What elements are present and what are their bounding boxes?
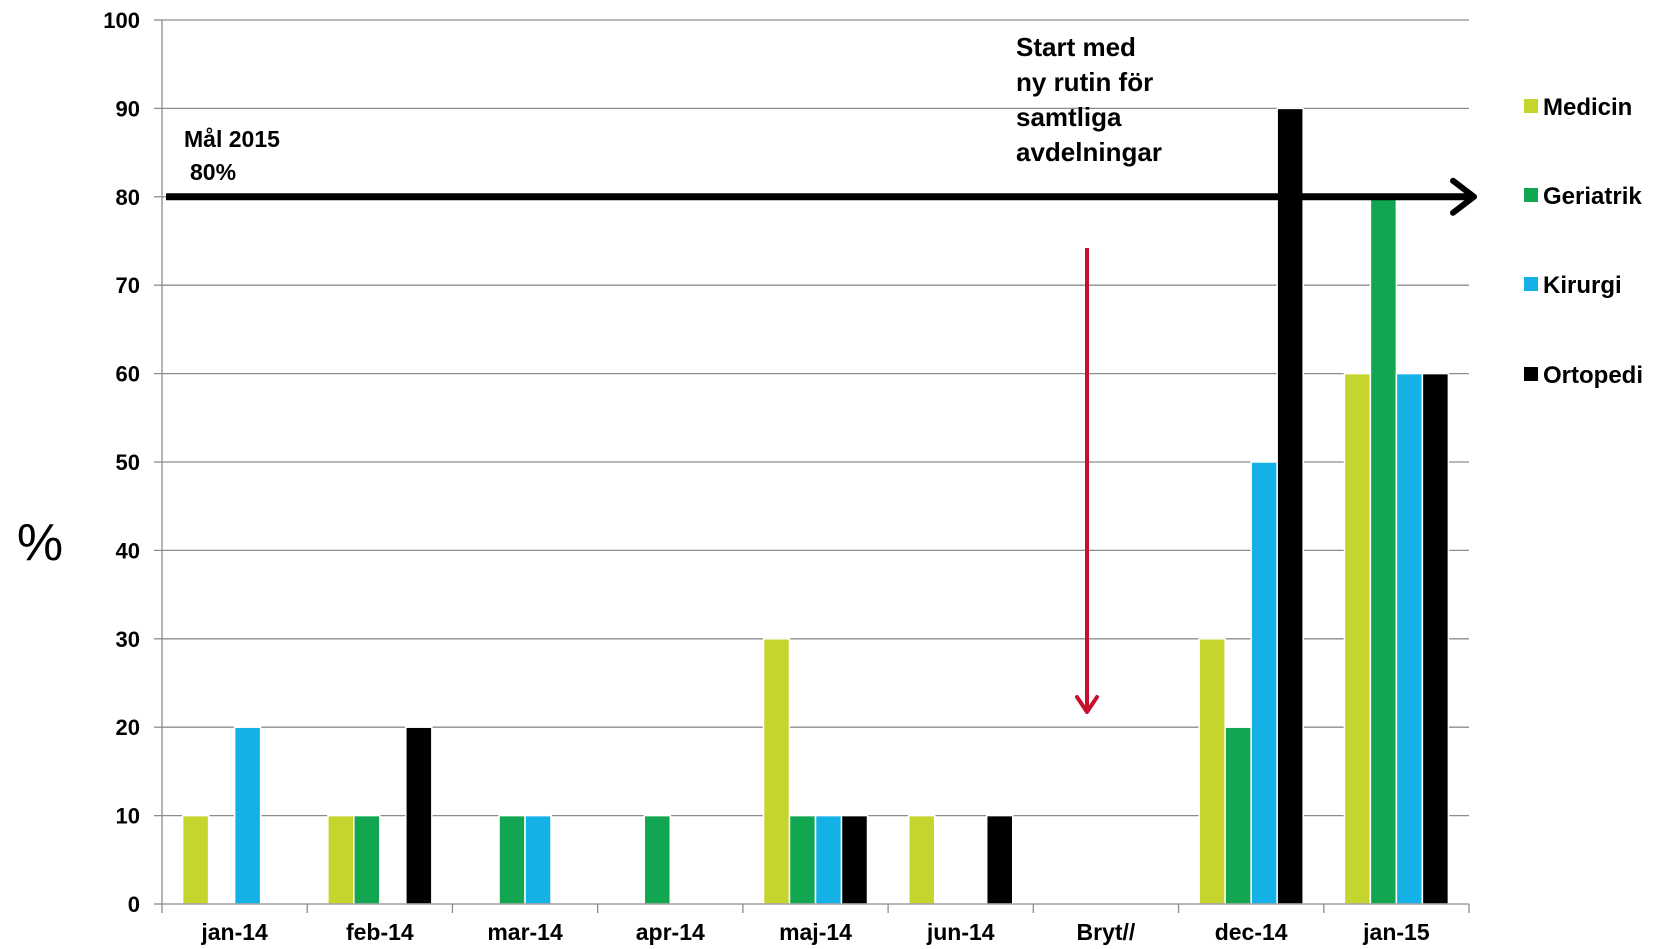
goal-line: Mål 2015 80% [166, 126, 1477, 216]
bar-medicin [327, 814, 355, 905]
y-axis-tick-labels: 0 10 20 30 40 50 60 70 80 90 100 [103, 8, 140, 917]
x-category-label: Bryt// [1077, 919, 1136, 945]
bar-geriatrik [1224, 726, 1252, 905]
annotation-line-4: avdelningar [1016, 137, 1162, 167]
x-category-label: jun-14 [926, 919, 995, 945]
x-axis-category-labels: jan-14 feb-14 mar-14 apr-14 maj-14 jun-14 Bryt… [200, 919, 1429, 945]
y-axis-label: % [17, 514, 63, 572]
legend: Medicin Geriatrik Kirurgi Ortopedi [1524, 94, 1643, 389]
bar-kirurgi [524, 814, 552, 905]
bar-medicin [1198, 638, 1226, 905]
y-tick-label: 90 [116, 96, 140, 121]
y-tick-label: 70 [116, 273, 140, 298]
bar-ortopedi [840, 814, 869, 905]
x-category-label: mar-14 [487, 919, 563, 945]
bar-kirurgi [233, 726, 262, 905]
bars [181, 107, 1450, 905]
legend-label-ortopedi: Ortopedi [1543, 362, 1643, 389]
bar-geriatrik [1369, 196, 1398, 905]
y-tick-label: 20 [116, 715, 140, 740]
legend-label-geriatrik: Geriatrik [1543, 183, 1642, 210]
bar-geriatrik [498, 814, 526, 905]
bar-ortopedi [405, 726, 433, 905]
y-tick-label: 80 [116, 185, 140, 210]
y-tick-label: 50 [116, 450, 140, 475]
goal-label-line1: Mål 2015 [184, 126, 280, 152]
legend-swatch-ortopedi [1524, 367, 1538, 381]
annotation-line-3: samtliga [1016, 102, 1122, 132]
y-tick-label: 10 [116, 804, 140, 829]
legend-swatch-kirurgi [1524, 277, 1538, 291]
legend-label-medicin: Medicin [1543, 94, 1632, 121]
bar-geriatrik [643, 814, 672, 905]
annotation-line-1: Start med [1016, 32, 1136, 62]
x-category-label: maj-14 [779, 919, 852, 945]
legend-swatch-geriatrik [1524, 188, 1538, 202]
y-tick-label: 100 [103, 8, 140, 33]
y-tick-label: 30 [116, 627, 140, 652]
bar-medicin [1343, 372, 1372, 905]
bar-medicin [181, 814, 210, 905]
y-tick-label: 60 [116, 362, 140, 387]
bar-kirurgi [814, 814, 843, 905]
x-category-label: jan-15 [1362, 919, 1430, 945]
legend-swatch-medicin [1524, 99, 1538, 113]
legend-label-kirurgi: Kirurgi [1543, 272, 1622, 299]
goal-arrow-head [1450, 177, 1477, 216]
y-tick-label: 0 [128, 892, 140, 917]
bar-geriatrik [353, 814, 381, 905]
x-category-label: apr-14 [636, 919, 705, 945]
annotation: Start med ny rutin för samtliga avdelnin… [1016, 32, 1162, 714]
x-category-label: jan-14 [200, 919, 268, 945]
bar-medicin [907, 814, 936, 905]
bar-kirurgi [1250, 461, 1278, 905]
x-category-label: dec-14 [1215, 919, 1288, 945]
x-category-label: feb-14 [346, 919, 414, 945]
bar-ortopedi [1276, 107, 1304, 905]
y-tick-label: 40 [116, 538, 140, 563]
goal-label-line2: 80% [190, 159, 236, 185]
bar-kirurgi [1395, 372, 1424, 905]
annotation-arrow-head [1075, 695, 1099, 714]
annotation-line-2: ny rutin för [1016, 67, 1153, 97]
axes [161, 20, 1470, 913]
bar-geriatrik [788, 814, 817, 905]
bar-medicin [762, 638, 791, 905]
bar-ortopedi [1421, 372, 1450, 905]
bar-ortopedi [985, 814, 1014, 905]
